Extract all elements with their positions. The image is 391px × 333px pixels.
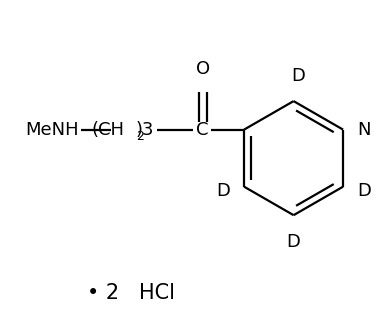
Text: D: D — [292, 67, 305, 85]
Text: MeNH: MeNH — [25, 121, 79, 139]
Text: D: D — [287, 233, 301, 251]
Text: D: D — [357, 181, 371, 199]
Text: • 2   HCl: • 2 HCl — [86, 283, 174, 303]
Text: O: O — [196, 61, 210, 79]
Text: D: D — [216, 181, 230, 199]
Text: (CH: (CH — [92, 121, 125, 139]
Text: 2: 2 — [136, 130, 145, 143]
Text: C: C — [196, 121, 209, 139]
Text: )3: )3 — [136, 121, 154, 139]
Text: N: N — [357, 121, 370, 139]
